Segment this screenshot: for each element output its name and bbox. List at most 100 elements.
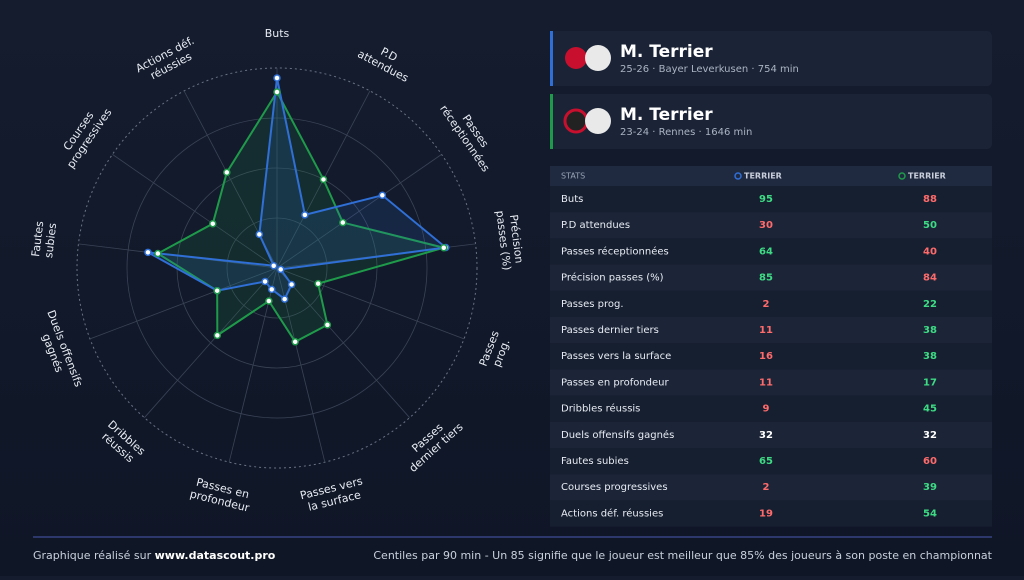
axis-label: Dribblesréussis	[96, 418, 148, 468]
data-point	[154, 249, 162, 258]
legend-label: TERRIER	[908, 172, 946, 181]
table-row	[550, 343, 992, 370]
row-value: 2	[763, 482, 770, 493]
table-row	[550, 186, 992, 213]
row-label: Passes dernier tiers	[561, 325, 659, 336]
table-row	[550, 369, 992, 396]
row-value: 38	[923, 351, 937, 362]
player-season: 25-26	[620, 64, 649, 75]
axis-label: Passes versla surface	[299, 474, 367, 515]
row-label: Fautes subies	[561, 456, 629, 467]
row-label: Courses progressives	[561, 482, 668, 493]
row-label: Passes en profondeur	[561, 377, 670, 388]
table-row	[550, 212, 992, 239]
club-logo	[563, 108, 589, 134]
axis-label: Passesdernier tiers	[398, 411, 466, 475]
row-label: P.D attendues	[561, 220, 630, 231]
table-row	[550, 500, 992, 527]
data-point	[261, 277, 269, 286]
data-point	[378, 191, 387, 200]
axis-label: Passesprog.	[477, 329, 514, 373]
row-value: 9	[763, 404, 770, 415]
player-meta: 23-24 · Rennes · 1646 min	[620, 127, 752, 138]
data-point	[267, 285, 276, 294]
card-accent	[550, 94, 553, 149]
data-point	[323, 321, 332, 329]
row-label: Passes réceptionnées	[561, 245, 669, 257]
row-label: Buts	[561, 194, 583, 205]
row-value: 50	[923, 220, 937, 231]
spoke	[276, 267, 410, 418]
data-point	[255, 230, 264, 239]
row-label: Précision passes (%)	[561, 272, 664, 284]
row-value: 22	[923, 299, 937, 310]
player-minutes: 1646 min	[705, 127, 753, 138]
player-minutes: 754 min	[758, 64, 799, 75]
table-header-bg	[550, 166, 992, 186]
axis-label: Précisionpasses (%)	[493, 208, 526, 271]
axis-label: P.Dattendues	[355, 36, 417, 85]
player-card	[550, 94, 992, 149]
row-value: 30	[759, 220, 773, 231]
axis-label: Buts	[265, 27, 290, 40]
row-value: 54	[923, 508, 937, 519]
axis-label: Coursesprogressives	[54, 99, 115, 171]
row-value: 88	[923, 194, 937, 205]
row-value: 17	[923, 377, 937, 388]
footer-credit: Graphique réalisé sur www.datascout.pro	[33, 549, 276, 562]
player-name: M. Terrier	[620, 105, 713, 125]
spoke	[89, 267, 278, 340]
data-point	[314, 279, 322, 288]
table-row	[550, 474, 992, 501]
row-value: 65	[759, 456, 773, 467]
club-logo	[565, 47, 587, 69]
series-area	[155, 90, 448, 344]
data-point	[301, 211, 309, 219]
row-label: Actions déf. réussies	[561, 507, 663, 519]
player-photo	[585, 45, 611, 71]
row-value: 84	[923, 273, 937, 284]
row-value: 2	[763, 299, 770, 310]
data-point	[276, 265, 285, 274]
data-point	[319, 175, 328, 184]
row-label: Duels offensifs gagnés	[561, 429, 674, 441]
data-point	[265, 297, 273, 305]
separator: ·	[649, 127, 659, 138]
card-accent	[550, 31, 553, 86]
table-row	[550, 317, 992, 344]
row-value: 64	[759, 246, 773, 257]
table-row	[550, 395, 992, 422]
row-value: 38	[923, 325, 937, 336]
row-value: 95	[759, 194, 773, 205]
series-area	[147, 77, 449, 301]
data-point	[280, 295, 289, 303]
data-point	[213, 286, 221, 295]
data-point	[273, 88, 281, 96]
data-point	[223, 168, 231, 177]
axis-label: Passes enprofondeur	[188, 475, 254, 515]
row-value: 60	[923, 456, 937, 467]
row-label: Passes prog.	[561, 299, 624, 310]
player-photo	[585, 108, 611, 134]
player-team: Rennes	[659, 127, 696, 138]
data-point	[291, 338, 299, 346]
separator: ·	[695, 127, 705, 138]
row-value: 19	[759, 508, 773, 519]
spoke	[276, 154, 442, 269]
spoke	[144, 267, 278, 418]
footer-note: Centiles par 90 min - Un 85 signifie que…	[373, 549, 992, 562]
player-card	[550, 31, 992, 86]
player-name: M. Terrier	[620, 42, 713, 62]
row-value: 32	[759, 430, 773, 441]
legend-label: TERRIER	[744, 172, 782, 181]
data-point	[144, 248, 152, 257]
player-team: Bayer Leverkusen	[659, 64, 749, 75]
table-row	[550, 421, 992, 448]
axis-label: Duels offensifsgagnés	[32, 308, 85, 393]
separator: ·	[649, 64, 659, 75]
axis-label: Fautessubies	[29, 220, 59, 259]
row-value: 11	[759, 325, 773, 336]
axis-label: Actions déf.réussies	[134, 34, 203, 87]
data-point	[269, 261, 278, 270]
